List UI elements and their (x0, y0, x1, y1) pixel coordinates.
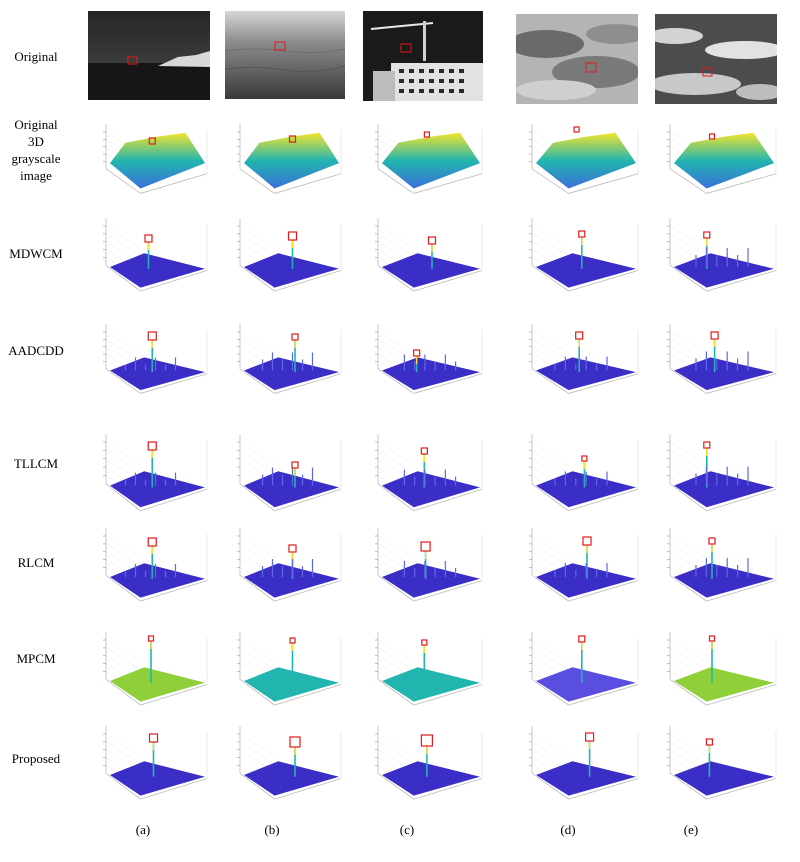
surface-plot-proposed-a (88, 720, 213, 806)
original-image-d (516, 14, 638, 104)
surface-plot-gray3d-b (222, 118, 347, 200)
surface-plot-tllcm-e (652, 428, 782, 518)
row-label-tllcm: TLLCM (13, 456, 59, 471)
surface-plot-aadcdd-d (514, 318, 644, 400)
surface-plot-proposed-c (360, 720, 488, 806)
row-label-proposed: Proposed (11, 751, 61, 766)
original-image-c (363, 11, 483, 101)
surface-plot-mdwcm-a (88, 212, 213, 298)
row-label-3d-line3: grayscale (11, 151, 61, 166)
surface-plot-proposed-b (222, 720, 347, 806)
surface-plot-aadcdd-b (222, 318, 347, 400)
row-label-3d-line2: 3D (28, 134, 44, 149)
row-label-mdwcm: MDWCM (9, 246, 63, 261)
column-label-e: (e) (683, 822, 699, 837)
row-label-aadcdd: AADCDD (8, 343, 64, 358)
surface-plot-gray3d-e (652, 118, 782, 200)
surface-plot-tllcm-d (514, 428, 644, 518)
surface-plot-gray3d-a (88, 118, 213, 200)
surface-plot-mpcm-d (514, 626, 644, 712)
surface-plot-rlcm-c (360, 522, 488, 608)
column-label-b: (b) (264, 822, 280, 837)
surface-plot-aadcdd-e (652, 318, 782, 400)
row-label-rlcm: RLCM (17, 555, 55, 570)
original-image-e (655, 14, 777, 104)
surface-plot-mdwcm-b (222, 212, 347, 298)
column-label-c: (c) (399, 822, 415, 837)
row-label-3d-line1: Original (14, 117, 58, 132)
original-image-a (88, 11, 210, 100)
row-label-mpcm: MPCM (16, 651, 56, 666)
surface-plot-gray3d-d (514, 118, 644, 200)
surface-plot-rlcm-b (222, 522, 347, 608)
surface-plot-rlcm-a (88, 522, 213, 608)
row-label-original: Original (14, 49, 58, 64)
column-label-a: (a) (135, 822, 151, 837)
original-image-b (225, 11, 345, 99)
surface-plot-mpcm-e (652, 626, 782, 712)
surface-plot-proposed-e (652, 720, 782, 806)
surface-plot-aadcdd-a (88, 318, 213, 400)
surface-plot-mdwcm-c (360, 212, 488, 298)
row-label-3d-line4: image (20, 168, 52, 183)
row-label-3d-grayscale: Original 3D grayscale image (0, 116, 72, 184)
surface-plot-proposed-d (514, 720, 644, 806)
surface-plot-mdwcm-d (514, 212, 644, 298)
surface-plot-mpcm-b (222, 626, 347, 712)
column-label-d: (d) (560, 822, 576, 837)
surface-plot-rlcm-e (652, 522, 782, 608)
surface-plot-mpcm-a (88, 626, 213, 712)
surface-plot-rlcm-d (514, 522, 644, 608)
surface-plot-gray3d-c (360, 118, 488, 200)
surface-plot-tllcm-c (360, 428, 488, 518)
surface-plot-tllcm-a (88, 428, 213, 518)
surface-plot-mpcm-c (360, 626, 488, 712)
surface-plot-mdwcm-e (652, 212, 782, 298)
surface-plot-aadcdd-c (360, 318, 488, 400)
surface-plot-tllcm-b (222, 428, 347, 518)
